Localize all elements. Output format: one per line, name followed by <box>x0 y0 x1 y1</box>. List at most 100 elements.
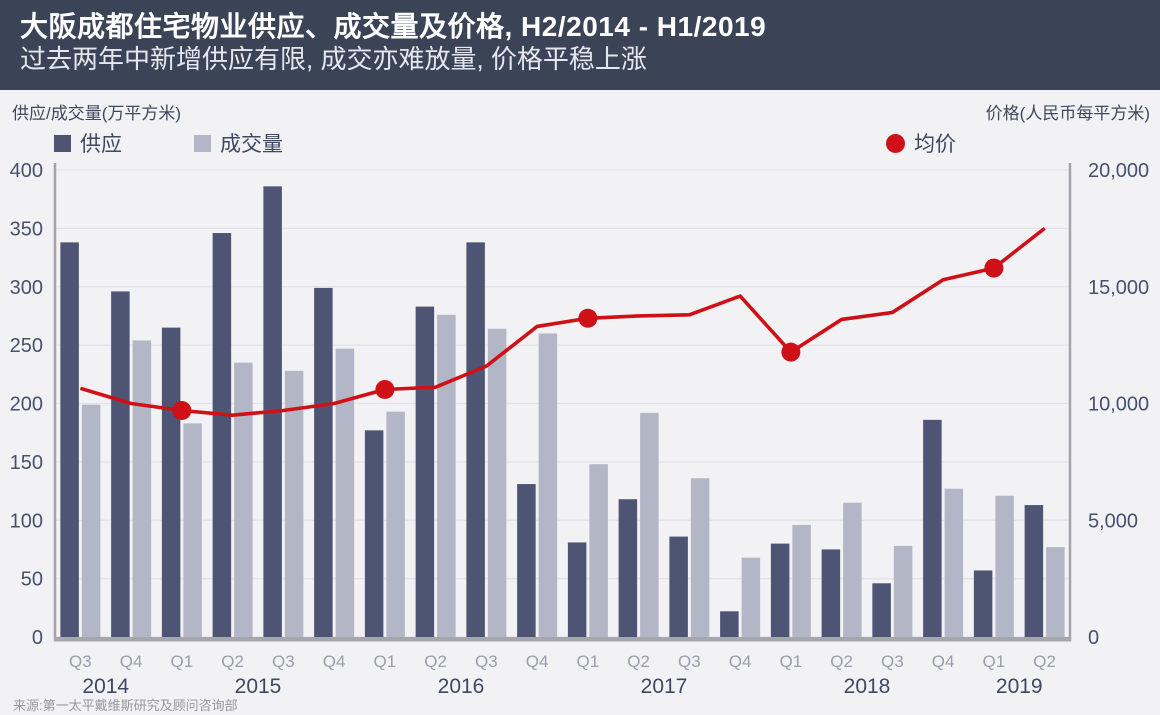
supply-bar <box>923 419 942 637</box>
left-axis-tick-label: 150 <box>10 452 43 474</box>
supply-bar <box>567 542 587 637</box>
quarter-label: Q4 <box>729 652 752 671</box>
supply-bar <box>517 484 536 637</box>
transactions-bar <box>792 524 811 637</box>
quarter-label: Q1 <box>171 652 194 671</box>
supply-legend-label: 供应 <box>80 133 122 156</box>
transactions-legend-label: 成交量 <box>220 133 283 156</box>
supply-bar <box>415 306 435 637</box>
left-axis-tick-label: 100 <box>10 510 43 532</box>
transactions-bar <box>386 411 405 637</box>
legend-item-supply: 供应 <box>54 128 122 158</box>
price-marker-dot <box>578 308 598 328</box>
quarter-label: Q2 <box>627 652 650 671</box>
transactions-bar <box>487 328 507 637</box>
transactions-bar <box>741 557 761 637</box>
supply-bar <box>466 242 485 637</box>
quarter-label: Q1 <box>374 652 397 671</box>
source-note: 来源:第一太平戴维斯研究及顾问咨询部 <box>13 698 238 713</box>
transactions-bar <box>132 340 152 637</box>
supply-bar <box>364 430 384 637</box>
chart-header: 大阪成都住宅物业供应、成交量及价格, H2/2014 - H1/2019 过去两… <box>0 0 1160 90</box>
price-legend-dot <box>886 133 905 153</box>
right-axis-caption: 价格(人民币每平方米) <box>985 104 1150 123</box>
supply-bar <box>770 543 790 637</box>
supply-bar <box>1024 505 1044 637</box>
left-axis-tick-label: 300 <box>10 277 43 299</box>
quarter-label: Q3 <box>678 652 701 671</box>
price-line <box>79 226 1046 417</box>
right-axis-tick-label: 20,000 <box>1088 160 1149 182</box>
left-axis-tick-label: 0 <box>32 627 43 649</box>
left-axis-tick-label: 250 <box>10 335 43 357</box>
legend-item-price: 均价 <box>886 128 956 158</box>
transactions-bar <box>893 545 913 637</box>
quarter-label: Q1 <box>780 652 803 671</box>
left-axis-tick-label: 50 <box>21 569 43 591</box>
price-marker-dot <box>984 258 1004 278</box>
year-label: 2018 <box>844 675 891 698</box>
transactions-bar <box>995 495 1014 637</box>
transactions-legend-swatch <box>194 134 211 152</box>
transactions-bar <box>944 488 964 637</box>
quarter-label: Q3 <box>272 652 295 671</box>
quarter-label: Q1 <box>577 652 600 671</box>
supply-bar <box>720 611 739 637</box>
transactions-bar <box>1046 547 1065 637</box>
transactions-bar <box>538 333 558 637</box>
transactions-bar <box>589 464 608 637</box>
quarter-label: Q1 <box>983 652 1006 671</box>
quarter-label: Q4 <box>120 652 143 671</box>
transactions-bar <box>640 412 659 637</box>
transactions-bar <box>690 478 710 637</box>
supply-bar <box>212 233 232 638</box>
right-axis-tick-label: 5,000 <box>1088 510 1138 532</box>
supply-bar <box>111 291 130 637</box>
left-axis-caption: 供应/成交量(万平方米) <box>12 104 182 123</box>
transactions-bar <box>843 502 862 637</box>
quarter-label: Q2 <box>1033 652 1056 671</box>
year-label: 2016 <box>438 675 485 698</box>
left-axis-tick-label: 400 <box>10 160 43 182</box>
year-label: 2019 <box>996 675 1043 698</box>
transactions-bar <box>81 404 101 637</box>
supply-bar <box>973 570 993 637</box>
page-subtitle: 过去两年中新增供应有限, 成交亦难放量, 价格平稳上涨 <box>20 44 647 75</box>
quarter-label: Q4 <box>323 652 346 671</box>
price-marker-dot <box>781 342 801 362</box>
quarter-label: Q2 <box>424 652 447 671</box>
transactions-bar <box>437 314 456 637</box>
supply-bar <box>618 499 638 637</box>
quarter-label: Q3 <box>475 652 498 671</box>
chart-svg: 400 350 300 250 200 150 100 50 0 20,000 15,000 10,0… <box>10 160 1150 698</box>
supply-bar <box>161 327 181 637</box>
year-label: 2017 <box>641 675 688 698</box>
year-label: 2015 <box>235 675 282 698</box>
transactions-bar <box>234 362 253 637</box>
right-axis-tick-label: 10,000 <box>1088 394 1149 416</box>
left-axis-tick-label: 200 <box>10 394 43 416</box>
transactions-bar <box>335 348 355 637</box>
page-title: 大阪成都住宅物业供应、成交量及价格, H2/2014 - H1/2019 <box>20 11 767 42</box>
right-axis-tick-label: 15,000 <box>1088 277 1149 299</box>
quarter-label: Q4 <box>932 652 955 671</box>
supply-bar <box>669 536 688 637</box>
year-label: 2014 <box>82 675 129 698</box>
quarter-label: Q3 <box>881 652 904 671</box>
quarter-label: Q2 <box>830 652 853 671</box>
right-axis-tick-label: 0 <box>1088 627 1099 649</box>
transactions-bar <box>284 370 304 637</box>
legend-item-transactions: 成交量 <box>194 128 283 158</box>
left-axis-tick-label: 350 <box>10 218 43 240</box>
x-axis-baseline <box>54 637 1071 642</box>
quarter-label: Q3 <box>69 652 92 671</box>
quarter-label: Q2 <box>221 652 244 671</box>
supply-legend-swatch <box>54 134 71 152</box>
price-marker-dot <box>172 401 192 421</box>
supply-bar <box>314 287 333 637</box>
supply-bar <box>872 583 891 637</box>
chart-body: 供应/成交量(万平方米) 价格(人民币每平方米) 供应 成交量 均价 400 35… <box>0 90 1160 715</box>
quarter-label: Q4 <box>526 652 549 671</box>
price-marker-dot <box>375 379 395 399</box>
